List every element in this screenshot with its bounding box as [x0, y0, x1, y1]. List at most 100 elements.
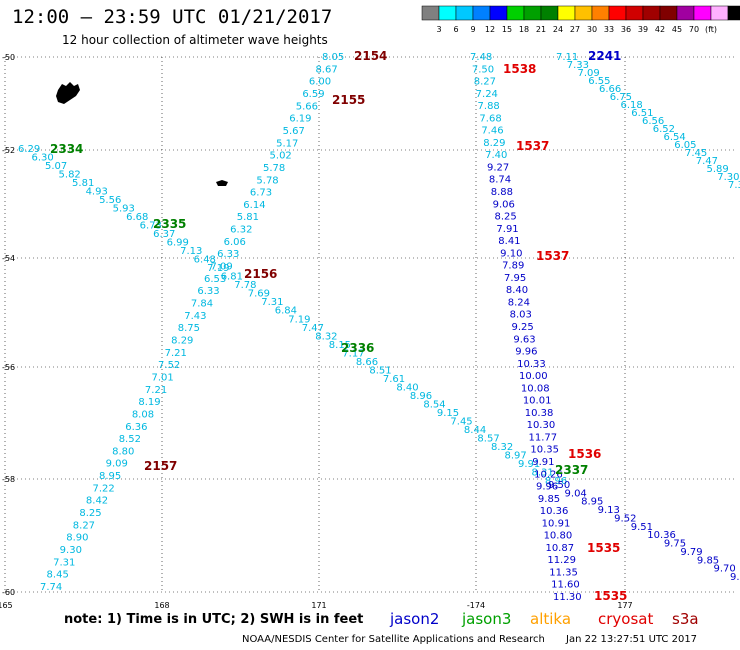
track-value-j3: 8.96 — [410, 391, 432, 402]
track-value-j2: 6.52 — [653, 124, 675, 135]
track-value-j2: 6.18 — [621, 100, 643, 111]
track-value-s3a: 7.84 — [191, 299, 213, 310]
track-value-j3: 6.73 — [140, 221, 162, 232]
time-labels: 2154 2155 2156 2157 2334 2335 2336 2337 1538 1537… — [50, 49, 627, 603]
track-value-j2: 5.89 — [707, 164, 729, 175]
track-value-cryo: 10.08 — [521, 383, 550, 394]
track-value-s3a: 6.14 — [243, 200, 265, 211]
track-value-cryo: 9.27 — [487, 162, 509, 173]
colorbar-swatch — [472, 5, 491, 21]
colorbar-swatch — [523, 5, 542, 21]
track-value-s3a: 6.53 — [204, 274, 226, 285]
track-value-j2: 7.45 — [685, 148, 707, 159]
track-value-j2: 6.66 — [599, 84, 621, 95]
track-value-s3a: 5.02 — [270, 151, 292, 162]
track-value-j2: 7.30 — [717, 172, 739, 183]
track-value-j2: 7.33 — [567, 60, 589, 71]
track-value-j3: 7.13 — [180, 246, 202, 257]
track-value-j2: 9.75 — [664, 539, 686, 550]
time-label: 2337 — [555, 463, 588, 477]
track-value-j2: 7.30 — [728, 180, 740, 191]
track-value-s3a: 7.22 — [92, 483, 114, 494]
time-label: 2334 — [50, 142, 83, 156]
track-value-j3: 7.31 — [261, 297, 283, 308]
track-value-s3a: 5.66 — [296, 101, 318, 112]
track-value-s3a: 7.43 — [184, 311, 206, 322]
colorbar-label: 33 — [604, 25, 614, 34]
track-value-cryo: 10.00 — [519, 371, 548, 382]
track-value-j3: 8.57 — [477, 433, 499, 444]
track-value-j2: 9.04 — [565, 488, 587, 499]
track-value-j3: 7.69 — [248, 289, 270, 300]
track-value-j2: 9.13 — [598, 505, 620, 516]
track-value-cryo: 7.68 — [479, 113, 501, 124]
lon-label: 168 — [154, 601, 169, 610]
track-value-j3: 6.84 — [275, 306, 297, 317]
track-value-j2: 9.51 — [631, 522, 653, 533]
track-value-cryo: 7.46 — [481, 126, 503, 137]
track-value-j2: 9.79 — [680, 547, 702, 558]
colorbar-label: 70 — [689, 25, 699, 34]
track-value-s3a: 8.45 — [47, 570, 69, 581]
credit-text: NOAA/NESDIS Center for Satellite Applica… — [242, 634, 545, 645]
colorbar-swatch — [540, 5, 559, 21]
track-value-j3: 5.56 — [99, 195, 121, 206]
track-value-j3: 6.37 — [153, 229, 175, 240]
colorbar-label: 36 — [621, 25, 631, 34]
track-value-s3a: 7.21 — [165, 348, 187, 359]
colorbar-swatch — [455, 5, 474, 21]
track-value-j3: 7.17 — [342, 348, 364, 359]
track-value-s3a: 6.32 — [230, 225, 252, 236]
track-value-j3: 8.54 — [423, 399, 445, 410]
lon-label: 171 — [311, 601, 326, 610]
colorbar-label: 30 — [587, 25, 597, 34]
track-value-j3: 7.47 — [302, 323, 324, 334]
track-value-s3a: 8.29 — [171, 335, 193, 346]
track-value-j3: 5.81 — [72, 178, 94, 189]
colorbar-label: 18 — [519, 25, 529, 34]
track-value-s3a: 8.95 — [99, 471, 121, 482]
colorbar-label: 3 — [436, 25, 441, 34]
lon-label: 165 — [0, 601, 13, 610]
track-value-j3: 8.32 — [315, 331, 337, 342]
track-value-j3: 7.78 — [234, 280, 256, 291]
colorbar-swatch — [506, 5, 525, 21]
time-label: 1535 — [587, 541, 620, 555]
colorbar-swatch — [693, 5, 712, 21]
tracks: 8.058.676.006.595.666.195.675.175.025.78… — [18, 52, 740, 603]
track-value-cryo: 9.25 — [512, 322, 534, 333]
lon-label: -174 — [467, 601, 485, 610]
track-value-cryo: 7.40 — [485, 150, 507, 161]
track-value-s3a: 8.19 — [138, 397, 160, 408]
track-value-cryo: 9.96 — [536, 482, 558, 493]
track-value-j3: 6.99 — [167, 238, 189, 249]
time-label: 2157 — [144, 459, 177, 473]
track-value-j2: 9.44 — [730, 572, 740, 583]
track-value-j2: 10.36 — [647, 530, 676, 541]
track-value-j3: 5.82 — [59, 170, 81, 181]
lat-label: -58 — [2, 475, 15, 484]
track-value-cryo: 11.29 — [547, 555, 576, 566]
track-value-s3a: 6.00 — [309, 77, 331, 88]
colorbar-swatch — [438, 5, 457, 21]
track-value-cryo: 10.01 — [523, 396, 552, 407]
colorbar-swatch — [591, 5, 610, 21]
time-label: 2156 — [244, 267, 277, 281]
legend-item-jason2: jason2 — [390, 610, 440, 628]
track-value-s3a: 8.90 — [66, 533, 88, 544]
colorbar-swatch — [676, 5, 695, 21]
track-value-s3a: 7.31 — [53, 557, 75, 568]
colorbar-label: 12 — [485, 25, 495, 34]
track-value-j3: 4.93 — [86, 187, 108, 198]
track-value-cryo: 9.06 — [493, 199, 515, 210]
track-value-j2: 9.85 — [697, 555, 719, 566]
track-value-s3a: 6.06 — [224, 237, 246, 248]
time-label: 2154 — [354, 49, 387, 63]
track-value-s3a: 6.73 — [250, 188, 272, 199]
track-value-j3: 8.97 — [504, 450, 526, 461]
colorbar-label: 24 — [553, 25, 563, 34]
colorbar-swatch — [557, 5, 576, 21]
track-value-cryo: 9.10 — [500, 248, 522, 259]
track-value-j3: 8.40 — [396, 382, 418, 393]
track-value-cryo: 10.30 — [527, 420, 556, 431]
